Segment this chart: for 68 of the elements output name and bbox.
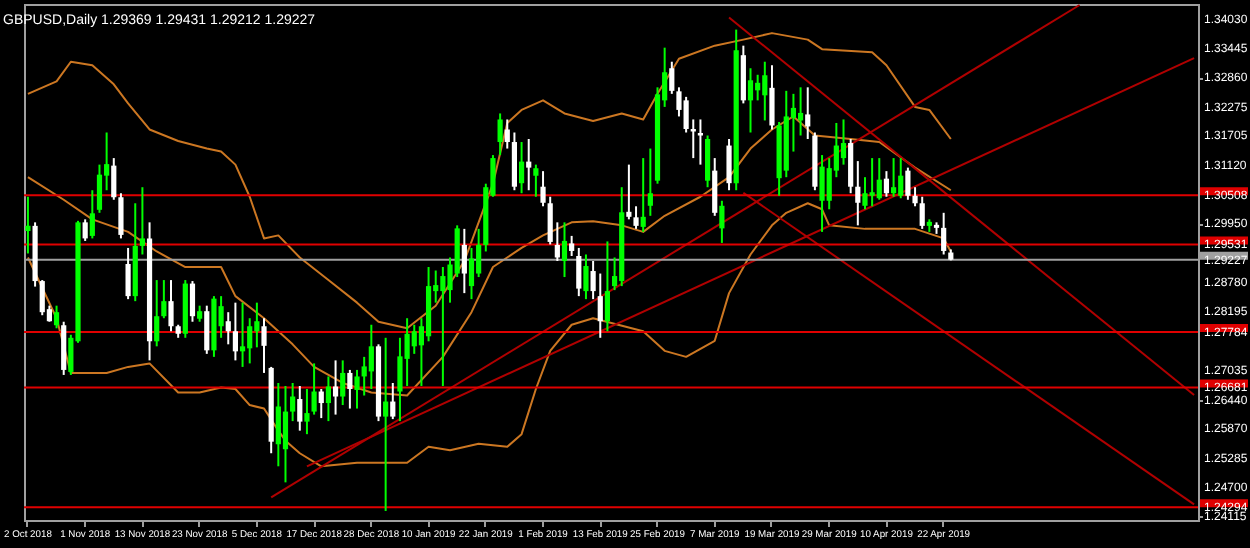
candlestick [626, 163, 632, 221]
line-series [26, 202, 952, 468]
candlestick [89, 189, 95, 240]
candlestick [282, 384, 289, 484]
candlestick [189, 280, 196, 323]
candlestick [905, 166, 911, 201]
candlestick [898, 157, 904, 200]
candlestick [941, 211, 947, 256]
candlestick [704, 134, 711, 189]
candlestick [869, 157, 875, 208]
candlestick [290, 381, 296, 423]
candlestick [569, 234, 575, 257]
candlestick [325, 375, 332, 423]
candlestick [511, 131, 518, 192]
candlestick [769, 64, 775, 131]
line-series [26, 32, 952, 330]
candlestick [583, 253, 589, 301]
candlestick [647, 147, 653, 217]
candlestick [533, 163, 539, 198]
candlestick [526, 138, 532, 192]
candlestick [561, 221, 568, 279]
candlestick [404, 317, 410, 387]
candlestick [440, 266, 446, 387]
candlestick [318, 387, 324, 420]
candlestick [232, 301, 239, 362]
candlestick [876, 157, 882, 201]
candlestick [82, 218, 88, 242]
candlestick [604, 240, 611, 333]
candlestick [239, 301, 246, 368]
candlestick [712, 157, 718, 217]
candlestick [340, 359, 346, 407]
candlestick [368, 323, 374, 390]
candlestick [497, 112, 503, 157]
candlestick [25, 195, 31, 255]
candlestick [311, 362, 317, 416]
candlestick [96, 163, 103, 214]
candlestick [518, 141, 525, 195]
candlestick [726, 138, 732, 192]
candlestick [640, 157, 646, 233]
candlestick [797, 86, 804, 137]
candlestick [332, 359, 339, 416]
candlestick [297, 384, 303, 432]
candlestick [890, 157, 897, 198]
candlestick [168, 279, 174, 333]
candlestick [61, 320, 67, 376]
candlestick [848, 138, 854, 195]
candlestick [461, 227, 467, 295]
candlestick [740, 44, 746, 105]
candlestick [576, 246, 582, 298]
candlestick [755, 73, 761, 102]
candlestick [261, 317, 267, 374]
candlestick [919, 195, 925, 230]
candlestick [597, 272, 603, 339]
candlestick [204, 304, 210, 355]
candlestick [383, 336, 389, 512]
candlestick [819, 154, 825, 233]
candlestick [883, 170, 890, 198]
candlestick [762, 60, 768, 122]
candlestick [697, 118, 704, 166]
candlestick [747, 67, 754, 134]
candlestick [154, 279, 160, 348]
candlestick [840, 118, 847, 166]
candlestick [719, 199, 725, 244]
candlestick [53, 304, 60, 330]
candlestick [125, 246, 131, 301]
candlestick [347, 368, 353, 410]
candlestick [468, 246, 475, 301]
candlestick [390, 381, 396, 421]
